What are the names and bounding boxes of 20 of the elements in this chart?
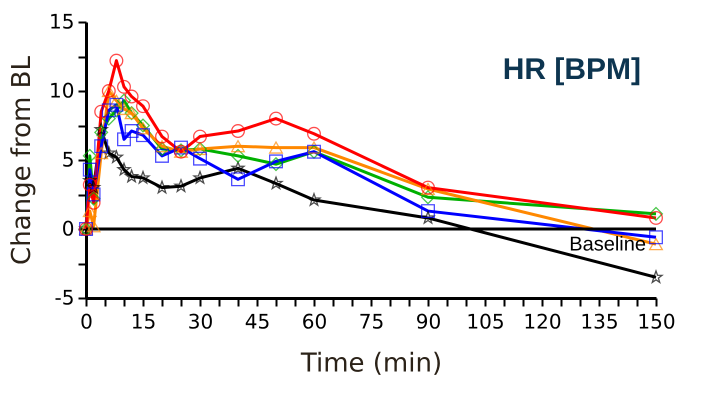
y-tick-label: 5: [62, 148, 74, 172]
x-tick-label: 15: [130, 310, 156, 334]
x-tick-label: 45: [244, 310, 270, 334]
x-tick-label: 90: [416, 310, 442, 334]
y-tick-label: 15: [49, 10, 74, 34]
x-tick-label: 0: [80, 310, 93, 334]
y-tick-label: -5: [54, 286, 74, 310]
series-label: Baseline: [569, 233, 646, 256]
x-tick-label: 120: [523, 310, 562, 334]
x-tick-label: 135: [580, 310, 619, 334]
x-tick-label: 105: [466, 310, 505, 334]
x-tick-label: 75: [358, 310, 384, 334]
x-tick-label: 150: [637, 310, 676, 334]
x-axis-title: Time (min): [300, 348, 442, 378]
y-tick-label: 0: [62, 216, 74, 240]
y-axis-title: Change from BL: [7, 56, 38, 265]
x-tick-label: 30: [188, 310, 214, 334]
text: HR [BPM]: [502, 53, 641, 86]
y-tick-label: 10: [49, 78, 74, 102]
x-tick-label: 60: [302, 310, 328, 334]
